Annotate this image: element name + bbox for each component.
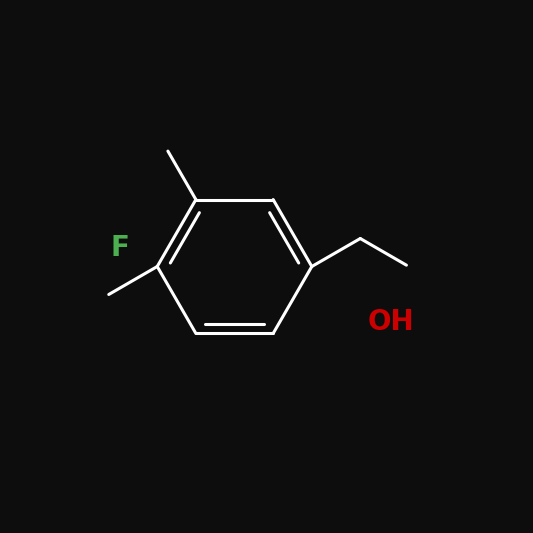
Text: F: F (110, 234, 130, 262)
Text: OH: OH (368, 309, 414, 336)
